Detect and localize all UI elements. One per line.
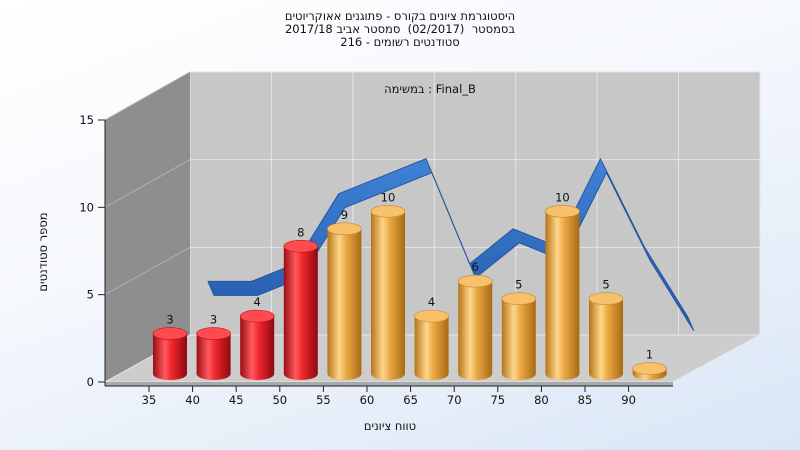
bar-80	[545, 205, 580, 380]
x-tick-label: 65	[403, 393, 418, 407]
title-line-3: סטודנטים רשומים - 216	[340, 35, 460, 49]
side-grid-line	[104, 246, 191, 296]
series-ribbon	[207, 158, 695, 331]
bar-50	[283, 239, 319, 380]
bar-70	[457, 274, 493, 380]
x-tick-label: 70	[447, 393, 462, 407]
side-grid	[104, 71, 191, 296]
data-label: 1	[646, 348, 653, 362]
data-label: 3	[166, 313, 173, 327]
bar-90	[632, 362, 667, 380]
bar-top	[370, 205, 406, 218]
side-grid-line	[104, 71, 191, 121]
title-line-1: היסטוגרמת ציונים בקורס - פתוגנים אאוקריו…	[284, 9, 516, 23]
bar-body	[240, 316, 275, 380]
title-line-2: בסמסטר (02/2017) סמסטר אביב 2017/18	[284, 22, 516, 36]
data-label: 4	[428, 295, 435, 309]
bar-top	[152, 327, 188, 340]
bar-top	[632, 362, 667, 375]
y-tick-label: 10	[79, 200, 94, 214]
data-label: 5	[515, 278, 522, 292]
left-wall	[105, 72, 190, 382]
series-ribbon-path	[207, 158, 695, 331]
x-tick-label: 80	[534, 393, 549, 407]
value-labels: 3 3 4 8 9 10 4 6 5 10 5 1	[166, 190, 653, 361]
data-label: 3	[210, 313, 217, 327]
bar-top	[501, 292, 537, 305]
bar-top	[239, 309, 275, 323]
x-tick-label: 75	[490, 393, 505, 407]
bar-85	[588, 292, 624, 380]
data-label: 6	[472, 260, 479, 274]
bar-body	[283, 246, 318, 380]
x-tick-label: 50	[272, 393, 287, 407]
bar-45	[239, 309, 275, 380]
y-ticks: 0 5 10 15	[79, 113, 105, 389]
bar-body	[153, 333, 187, 380]
bar-top	[588, 292, 624, 305]
data-label: 4	[254, 295, 261, 309]
floor-edge	[105, 382, 673, 386]
data-label: 5	[602, 278, 609, 292]
bar-top	[196, 327, 231, 340]
y-tick-label: 0	[87, 375, 94, 389]
bar-body	[501, 298, 536, 380]
y-tick-label: 5	[87, 288, 94, 302]
bar-body	[414, 316, 449, 380]
bar-top	[414, 309, 449, 323]
bar-top	[283, 239, 319, 253]
data-label: 9	[341, 208, 348, 222]
bar-top	[457, 274, 493, 288]
x-ticks: 35 40 45 50 55 60 65 70 75 80 85 90	[142, 386, 636, 407]
chart-title: היסטוגרמת ציונים בקורס - פתוגנים אאוקריו…	[0, 10, 800, 49]
x-tick-label: 60	[360, 393, 375, 407]
bar-40	[196, 327, 231, 380]
bar-65	[414, 309, 449, 380]
bar-body	[196, 333, 231, 380]
bar-75	[501, 292, 537, 380]
bar-35	[152, 327, 188, 380]
bar-top	[327, 222, 362, 236]
chart-subtitle: במשימה : Final_B	[384, 82, 476, 96]
y-tick-label: 15	[79, 113, 94, 127]
bar-body	[545, 211, 580, 380]
x-tick-label: 55	[316, 393, 331, 407]
data-label: 10	[381, 190, 396, 204]
x-tick-label: 90	[621, 393, 636, 407]
x-axis-label: טווח ציונים	[364, 419, 416, 433]
bar-60	[370, 205, 406, 380]
bar-body	[589, 298, 623, 380]
bar-body	[458, 281, 493, 380]
bar-body	[371, 211, 405, 380]
bar-body	[327, 228, 362, 380]
x-tick-label: 45	[229, 393, 244, 407]
x-tick-label: 40	[185, 393, 200, 407]
bar-55	[327, 222, 362, 380]
bar-top	[545, 205, 580, 218]
x-tick-label: 35	[142, 393, 157, 407]
y-axis-label: מספר סטודנטים	[36, 212, 50, 291]
x-tick-label: 85	[578, 393, 593, 407]
side-grid-line	[104, 159, 191, 208]
bars	[152, 205, 667, 380]
data-label: 10	[555, 190, 570, 204]
data-label: 8	[297, 225, 304, 239]
